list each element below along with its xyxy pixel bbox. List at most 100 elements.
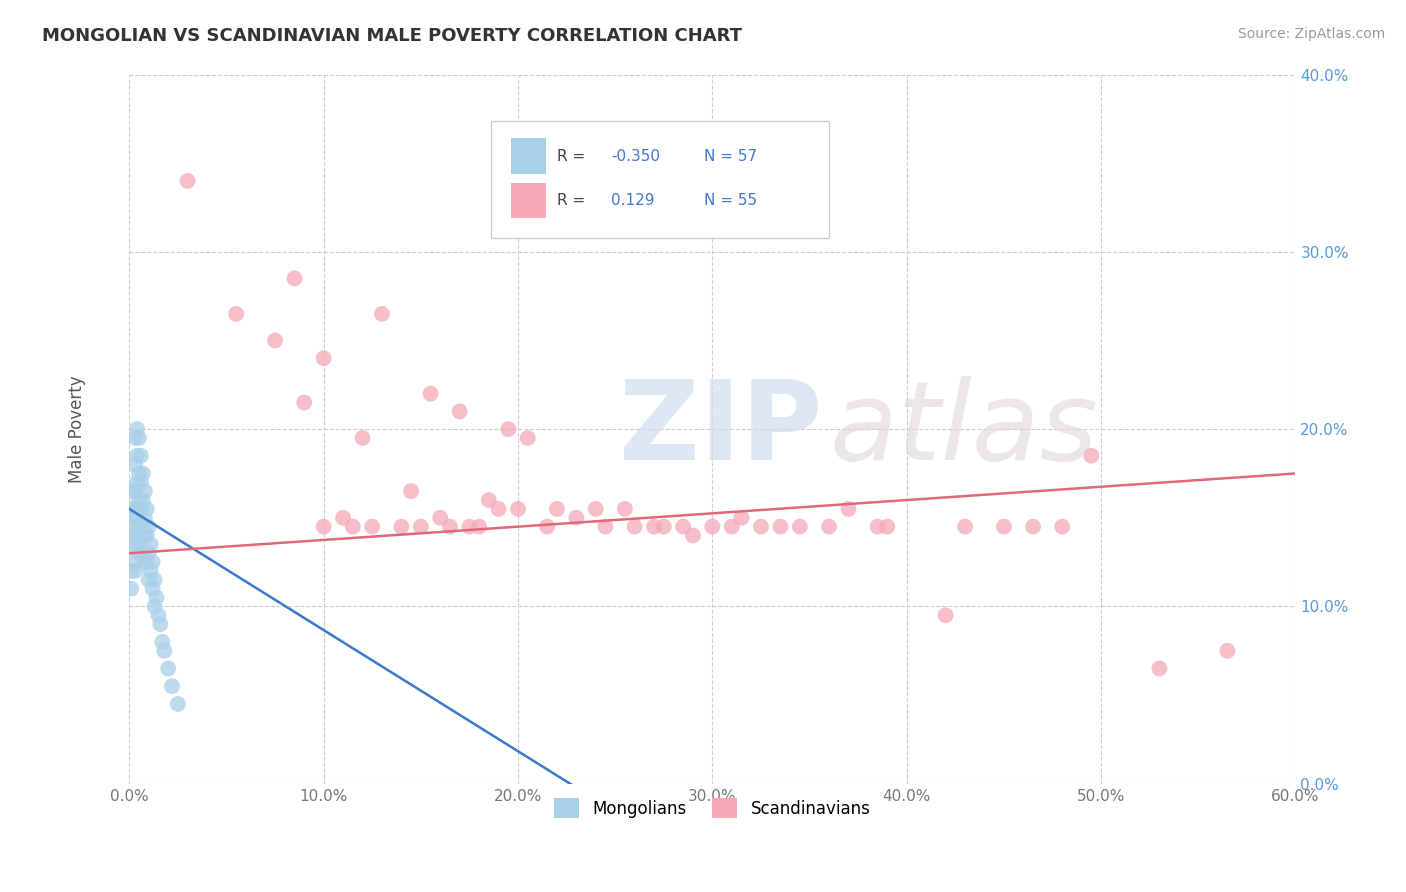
Point <box>730 510 752 524</box>
Point <box>150 635 173 649</box>
Point <box>138 546 160 560</box>
Text: R =: R = <box>557 194 591 208</box>
Point <box>132 493 155 508</box>
Point <box>129 502 152 516</box>
Point <box>138 573 160 587</box>
Point <box>129 475 152 490</box>
Point <box>143 599 166 614</box>
Point <box>120 519 142 533</box>
Point <box>134 555 156 569</box>
Point <box>142 582 165 596</box>
Point <box>488 502 510 516</box>
Point <box>124 564 146 578</box>
Point <box>225 307 247 321</box>
Point <box>478 493 501 508</box>
Point <box>134 510 156 524</box>
Point <box>139 537 162 551</box>
Text: MONGOLIAN VS SCANDINAVIAN MALE POVERTY CORRELATION CHART: MONGOLIAN VS SCANDINAVIAN MALE POVERTY C… <box>42 27 742 45</box>
Point <box>125 422 148 436</box>
Point <box>546 502 568 516</box>
Point <box>720 519 742 533</box>
Point <box>125 502 148 516</box>
Point <box>516 431 538 445</box>
Point <box>125 475 148 490</box>
Point <box>361 519 384 533</box>
Point <box>769 519 792 533</box>
Point <box>498 422 520 436</box>
Point <box>342 519 364 533</box>
Point <box>429 510 451 524</box>
Point <box>837 502 859 516</box>
Point <box>122 555 145 569</box>
Point <box>1022 519 1045 533</box>
Point <box>134 528 156 542</box>
Text: atlas: atlas <box>830 376 1098 483</box>
Point <box>595 519 617 533</box>
Point <box>132 546 155 560</box>
Point <box>128 546 150 560</box>
Legend: Mongolians, Scandinavians: Mongolians, Scandinavians <box>548 791 877 825</box>
Bar <box>510 138 546 174</box>
Point <box>153 644 176 658</box>
Point <box>167 697 190 711</box>
Point <box>1080 449 1102 463</box>
Point <box>135 555 157 569</box>
Point <box>652 519 675 533</box>
Point <box>135 502 157 516</box>
Point <box>749 519 772 533</box>
Point <box>371 307 394 321</box>
Point <box>124 484 146 499</box>
Point <box>682 528 704 542</box>
Text: N = 57: N = 57 <box>704 149 758 163</box>
Point <box>122 510 145 524</box>
Point <box>120 502 142 516</box>
Point <box>409 519 432 533</box>
Point <box>128 493 150 508</box>
Point <box>125 528 148 542</box>
Point <box>1050 519 1073 533</box>
Point <box>128 519 150 533</box>
Point <box>128 431 150 445</box>
Point <box>866 519 889 533</box>
Point <box>283 271 305 285</box>
Point <box>468 519 491 533</box>
Point <box>613 502 636 516</box>
Point <box>643 519 665 533</box>
Text: N = 55: N = 55 <box>704 194 758 208</box>
Point <box>312 519 335 533</box>
Point <box>702 519 724 533</box>
Point <box>120 582 142 596</box>
Bar <box>510 183 546 219</box>
Point <box>458 519 481 533</box>
Point <box>292 395 315 409</box>
Point <box>148 608 170 623</box>
Point <box>264 334 287 348</box>
Text: Male Poverty: Male Poverty <box>67 376 86 483</box>
Point <box>506 502 529 516</box>
Point <box>143 573 166 587</box>
Point <box>120 537 142 551</box>
Point <box>135 528 157 542</box>
Point <box>124 458 146 472</box>
Point <box>953 519 976 533</box>
Point <box>818 519 841 533</box>
Point <box>1149 661 1171 675</box>
Point <box>993 519 1015 533</box>
Point <box>536 519 558 533</box>
FancyBboxPatch shape <box>491 120 830 237</box>
Point <box>138 519 160 533</box>
Text: 0.129: 0.129 <box>612 194 654 208</box>
Point <box>157 661 180 675</box>
Point <box>128 467 150 481</box>
Point <box>142 555 165 569</box>
Point <box>139 564 162 578</box>
Point <box>124 431 146 445</box>
Point <box>312 351 335 366</box>
Point <box>124 537 146 551</box>
Point <box>132 519 155 533</box>
Point <box>125 449 148 463</box>
Point <box>449 404 471 418</box>
Text: Source: ZipAtlas.com: Source: ZipAtlas.com <box>1237 27 1385 41</box>
Point <box>122 484 145 499</box>
Point <box>439 519 461 533</box>
